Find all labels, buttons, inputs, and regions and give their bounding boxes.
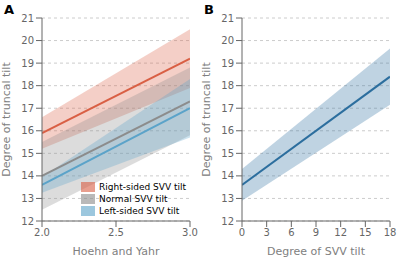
svg-text:14: 14 xyxy=(221,170,234,181)
svg-text:21: 21 xyxy=(221,13,234,24)
svg-text:Degree of truncal tilt: Degree of truncal tilt xyxy=(200,62,213,177)
svg-text:15: 15 xyxy=(21,148,34,159)
html-text:Normal SVV tilt: Normal SVV tilt xyxy=(99,194,168,204)
svg-text:19: 19 xyxy=(21,58,34,69)
svg-text:18: 18 xyxy=(21,80,34,91)
html-text:Left-sided SVV tilt: Left-sided SVV tilt xyxy=(99,206,180,216)
svg-text:13: 13 xyxy=(221,193,234,204)
html-text:B: B xyxy=(204,2,214,17)
svg-text:Degree of truncal tilt: Degree of truncal tilt xyxy=(8,62,13,177)
svg-text:20: 20 xyxy=(221,35,234,46)
svg-text:16: 16 xyxy=(221,125,234,136)
html-text:Right-sided SVV tilt: Right-sided SVV tilt xyxy=(99,182,186,192)
svg-text:14: 14 xyxy=(21,170,34,181)
svg-text:6: 6 xyxy=(288,227,294,238)
svg-text:13: 13 xyxy=(21,193,34,204)
svg-text:2.0: 2.0 xyxy=(34,227,50,238)
svg-text:12: 12 xyxy=(334,227,347,238)
svg-text:21: 21 xyxy=(21,13,34,24)
svg-text:0: 0 xyxy=(239,227,245,238)
svg-text:3.0: 3.0 xyxy=(182,227,198,238)
svg-text:17: 17 xyxy=(221,103,234,114)
svg-text:18: 18 xyxy=(384,227,392,238)
svg-text:20: 20 xyxy=(21,35,34,46)
svg-text:9: 9 xyxy=(313,227,319,238)
html-text:A: A xyxy=(4,2,15,17)
svg-text:3: 3 xyxy=(263,227,269,238)
svg-text:15: 15 xyxy=(221,148,234,159)
svg-text:17: 17 xyxy=(21,103,34,114)
svg-text:2.5: 2.5 xyxy=(108,227,124,238)
svg-text:15: 15 xyxy=(359,227,372,238)
svg-text:18: 18 xyxy=(221,80,234,91)
svg-text:12: 12 xyxy=(221,216,234,227)
svg-text:Degree of SVV tilt: Degree of SVV tilt xyxy=(267,245,366,257)
svg-text:16: 16 xyxy=(21,125,34,136)
svg-text:12: 12 xyxy=(21,216,34,227)
svg-text:19: 19 xyxy=(221,58,234,69)
svg-text:Hoehn and Yahr: Hoehn and Yahr xyxy=(73,245,160,257)
